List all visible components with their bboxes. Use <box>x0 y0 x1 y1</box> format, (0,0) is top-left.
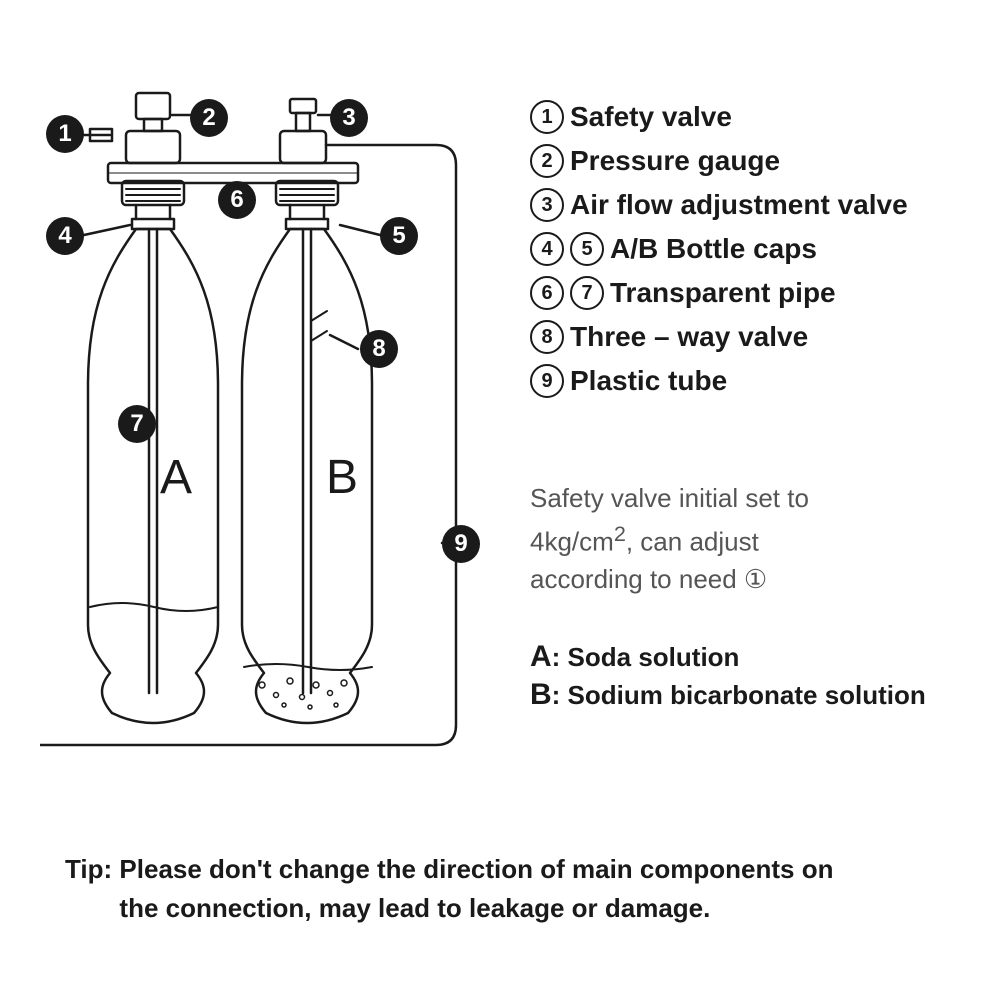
callout-6: 6 <box>218 181 256 219</box>
callout-8: 8 <box>360 330 398 368</box>
apparatus-diagram: 1 2 3 4 5 6 7 8 9 A B <box>40 85 500 805</box>
legend-row-4: 4 5 A/B Bottle caps <box>530 232 970 266</box>
solution-a: A: Soda solution <box>530 640 970 674</box>
callout-3: 3 <box>330 99 368 137</box>
note-line-2b: , can adjust <box>626 526 759 556</box>
solutions-key: A: Soda solution B: Sodium bicarbonate s… <box>530 640 970 716</box>
tip-body-1: Please don't change the direction of mai… <box>119 854 833 884</box>
legend-label-1: Safety valve <box>570 101 732 133</box>
legend-label-5: Transparent pipe <box>610 277 836 309</box>
callout-1: 1 <box>46 115 84 153</box>
solution-b: B: Sodium bicarbonate solution <box>530 678 970 712</box>
solution-b-label: : Sodium bicarbonate solution <box>552 680 926 710</box>
legend-row-7: 9 Plastic tube <box>530 364 970 398</box>
note-exp: 2 <box>614 521 626 546</box>
legend-row-3: 3 Air flow adjustment valve <box>530 188 970 222</box>
note-line-1: Safety valve initial set to <box>530 480 950 518</box>
bottle-label-b: B <box>326 450 358 505</box>
legend-num-5: 5 <box>570 232 604 266</box>
legend-row-5: 6 7 Transparent pipe <box>530 276 970 310</box>
tip-body-2: the connection, may lead to leakage or d… <box>119 893 710 923</box>
note-line-3: according to need ① <box>530 561 950 599</box>
legend-row-1: 1 Safety valve <box>530 100 970 134</box>
callout-7: 7 <box>118 405 156 443</box>
legend-num-2: 2 <box>530 144 564 178</box>
solution-a-label: : Soda solution <box>552 642 740 672</box>
legend-label-4: A/B Bottle caps <box>610 233 817 265</box>
safety-note: Safety valve initial set to 4kg/cm2, can… <box>530 480 950 599</box>
legend-row-6: 8 Three – way valve <box>530 320 970 354</box>
legend-label-6: Three – way valve <box>570 321 808 353</box>
solution-b-key: B <box>530 678 552 711</box>
legend-num-8: 8 <box>530 320 564 354</box>
legend-label-3: Air flow adjustment valve <box>570 189 908 221</box>
legend-label-7: Plastic tube <box>570 365 727 397</box>
legend-num-9: 9 <box>530 364 564 398</box>
legend-num-6: 6 <box>530 276 564 310</box>
note-line-2a: 4kg/cm <box>530 526 614 556</box>
callout-2: 2 <box>190 99 228 137</box>
legend: 1 Safety valve 2 Pressure gauge 3 Air fl… <box>530 100 970 408</box>
legend-num-7: 7 <box>570 276 604 310</box>
callout-4: 4 <box>46 217 84 255</box>
solution-a-key: A <box>530 640 552 673</box>
legend-num-1: 1 <box>530 100 564 134</box>
page: 1 2 3 4 5 6 7 8 9 A B 1 Safety valve 2 P… <box>0 0 1000 1000</box>
tip: Tip: Please don't change the direction o… <box>65 850 935 928</box>
legend-num-4: 4 <box>530 232 564 266</box>
note-line-2: 4kg/cm2, can adjust <box>530 518 950 561</box>
callout-9: 9 <box>442 525 480 563</box>
legend-row-2: 2 Pressure gauge <box>530 144 970 178</box>
legend-label-2: Pressure gauge <box>570 145 780 177</box>
bottle-label-a: A <box>160 450 192 505</box>
diagram-svg <box>40 85 500 805</box>
callout-5: 5 <box>380 217 418 255</box>
legend-num-3: 3 <box>530 188 564 222</box>
tip-head: Tip: <box>65 854 112 884</box>
